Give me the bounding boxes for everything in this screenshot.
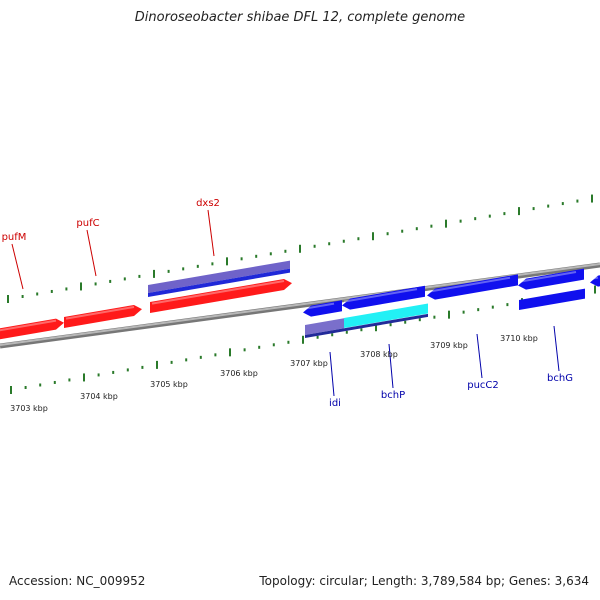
gene-label-idi: idi: [329, 398, 341, 409]
gene-arrow-pucC2-shine: [428, 276, 511, 293]
scale-label: 3707 kbp: [290, 359, 328, 368]
gene-arrow-partial: [590, 275, 600, 287]
cds-bar-dxs2: [148, 260, 290, 293]
genome-stats-text: Topology: circular; Length: 3,789,584 bp…: [259, 574, 589, 588]
gene-label-dxs2: dxs2: [196, 198, 220, 209]
leader-idi: [329, 351, 335, 397]
leader-bchG: [553, 325, 560, 372]
scale-label: 3703 kbp: [10, 404, 48, 413]
scale-labels: 3703 kbp 3704 kbp 3705 kbp 3706 kbp 3707 kbp…: [10, 334, 538, 413]
gene-arrow-idi-shine: [304, 302, 335, 310]
gene-arrow-dxs2: [150, 278, 292, 313]
cds-bar-bchG: [519, 288, 585, 310]
gene-label-bchG: bchG: [547, 373, 573, 384]
gene-arrow-pufC: [64, 304, 142, 328]
gene-arrow-pucC2: [427, 274, 518, 300]
cds-bar-dxs2-edge: [148, 268, 290, 297]
gene-arrow-bchP-shine: [343, 288, 418, 303]
cds-bar-idi-edge: [305, 313, 428, 338]
scale-label: 3706 kbp: [220, 369, 258, 378]
label-leaders: [11, 209, 560, 397]
gene-arrow-bchP: [342, 285, 425, 310]
leader-pucC2: [476, 333, 483, 379]
scale-label: 3710 kbp: [500, 334, 538, 343]
gene-arrow-bchG: [518, 268, 584, 290]
gene-arrow-bchG-shine: [519, 271, 577, 283]
upper-tick-track: [7, 194, 593, 303]
leader-dxs2: [207, 209, 215, 257]
scale-label: 3704 kbp: [80, 392, 118, 401]
scale-label: 3705 kbp: [150, 380, 188, 389]
gene-labels: pufM pufC dxs2 idi bchP pucC2 bchG: [2, 198, 573, 409]
gene-label-pufM: pufM: [2, 232, 27, 243]
leader-pufC: [86, 229, 97, 277]
gene-arrow-pufM: [0, 318, 64, 340]
cds-bar-idi: [305, 318, 344, 335]
gene-label-bchP: bchP: [381, 390, 405, 401]
gene-arrow-idi: [303, 300, 342, 317]
gene-arrow-dxs2-shine: [151, 279, 285, 305]
scale-label: 3709 kbp: [430, 341, 468, 350]
lower-tick-track: [10, 285, 596, 394]
scale-label: 3708 kbp: [360, 350, 398, 359]
gene-features: [0, 260, 600, 340]
gene-arrow-pufM-shine: [0, 319, 57, 332]
gene-arrow-partial-shine: [591, 276, 599, 280]
gene-label-pufC: pufC: [76, 218, 99, 229]
gene-label-pucC2: pucC2: [467, 380, 499, 391]
gene-arrow-pufC-shine: [65, 305, 135, 320]
cds-bar-bchP: [344, 303, 428, 328]
map-title: Dinoroseobacter shibae DFL 12, complete …: [134, 10, 466, 25]
leader-pufM: [11, 243, 24, 290]
leader-bchP: [388, 343, 394, 389]
accession-text: Accession: NC_009952: [9, 574, 146, 588]
